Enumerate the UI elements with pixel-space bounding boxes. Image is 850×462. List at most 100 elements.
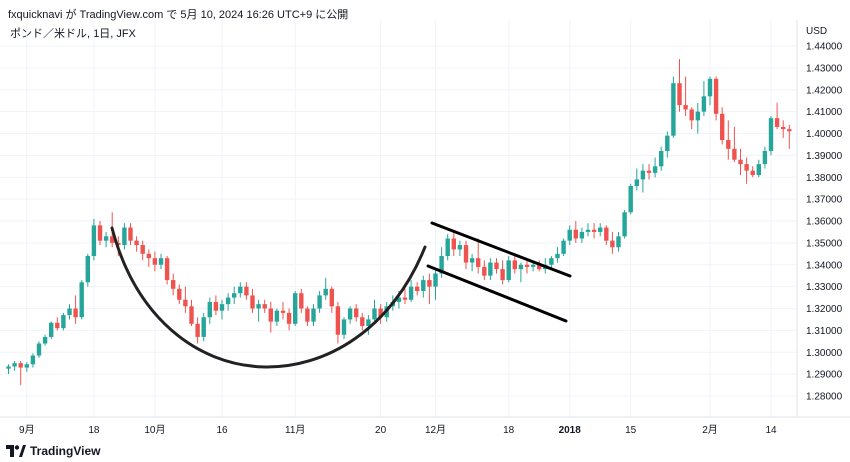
- candle: [561, 238, 566, 256]
- candle-body: [427, 280, 432, 287]
- candle: [280, 301, 286, 320]
- candle: [378, 304, 383, 324]
- chart-drawings: [110, 221, 572, 369]
- candle: [683, 76, 688, 116]
- tradingview-branding: TradingView: [6, 444, 100, 458]
- candle-body: [616, 236, 621, 248]
- candle: [524, 260, 530, 274]
- candle: [91, 218, 97, 261]
- candle-body: [756, 164, 761, 176]
- candle-body: [549, 258, 554, 265]
- candle-body: [305, 308, 310, 322]
- candle: [695, 102, 700, 134]
- candle-body: [482, 266, 487, 276]
- candle: [451, 229, 456, 256]
- candle: [61, 312, 66, 331]
- y-tick-label: 1.31000: [806, 326, 843, 337]
- candle: [164, 256, 170, 285]
- candle: [195, 317, 200, 344]
- y-tick-label: 1.29000: [806, 370, 843, 381]
- candle-body: [524, 264, 530, 267]
- x-tick-label: 14: [765, 425, 777, 436]
- candle-body: [280, 310, 286, 313]
- candle: [6, 364, 11, 375]
- candle: [67, 304, 72, 320]
- candle-body: [225, 297, 231, 305]
- channel-upper-line[interactable]: [430, 221, 572, 278]
- candle-body: [476, 258, 481, 267]
- candle-body: [640, 170, 646, 180]
- candle: [372, 299, 377, 324]
- candle-body: [781, 126, 786, 130]
- candle-body: [561, 240, 566, 254]
- candle-body: [366, 319, 371, 326]
- x-tick-label: 20: [375, 425, 387, 436]
- candle: [732, 126, 737, 162]
- candle-body: [177, 288, 182, 300]
- candle: [323, 277, 328, 300]
- y-tick-label: 1.30000: [806, 348, 843, 359]
- candle-body: [713, 78, 719, 114]
- y-tick-label: 1.39000: [806, 151, 843, 162]
- candle-body: [299, 293, 304, 309]
- candle: [36, 341, 42, 358]
- candle: [457, 240, 463, 256]
- candle: [701, 81, 707, 116]
- candle-body: [250, 295, 255, 309]
- candle-body: [689, 109, 694, 121]
- candle-body: [232, 293, 237, 298]
- candle-body: [665, 135, 670, 151]
- candle-body: [726, 140, 731, 149]
- candle-body: [787, 129, 792, 132]
- candle-body: [408, 286, 414, 300]
- candles: [6, 59, 792, 386]
- candle: [189, 299, 194, 326]
- candle: [146, 249, 151, 267]
- candle-body: [628, 186, 633, 213]
- candle: [55, 317, 60, 331]
- candle: [408, 280, 414, 302]
- candle-body: [12, 363, 17, 367]
- time-axis[interactable]: 9月 18 10月 16 11月 20 12月 18 2018 15 2月 14: [19, 424, 777, 436]
- cup-curve[interactable]: [110, 226, 427, 369]
- candle: [665, 131, 670, 158]
- candle: [244, 282, 249, 300]
- candle: [518, 262, 524, 283]
- candle: [213, 295, 219, 316]
- candle-body: [61, 315, 66, 329]
- candle-body: [750, 170, 755, 176]
- candle: [567, 225, 572, 246]
- candle: [79, 280, 84, 320]
- candle: [720, 107, 725, 145]
- candle-body: [463, 245, 469, 263]
- candle-body: [457, 245, 463, 250]
- channel-lower-line[interactable]: [426, 264, 568, 323]
- candle: [677, 59, 682, 112]
- candle: [24, 362, 29, 372]
- candle: [286, 308, 292, 331]
- candle: [128, 223, 133, 246]
- candle: [18, 361, 23, 386]
- candle-body: [42, 336, 48, 344]
- candle: [140, 240, 145, 261]
- currency-label: USD: [806, 26, 827, 37]
- price-axis[interactable]: 1.28000 1.29000 1.30000 1.31000 1.32000 1.330…: [806, 42, 843, 403]
- candle: [671, 76, 676, 138]
- candle: [177, 284, 182, 305]
- candle: [738, 148, 743, 176]
- chart-grid: [0, 20, 797, 417]
- candle-body: [707, 78, 713, 97]
- candle-body: [567, 229, 572, 241]
- candle-body: [695, 111, 700, 121]
- candle: [469, 253, 475, 272]
- x-tick-label: 18: [503, 425, 515, 436]
- candle-body: [6, 366, 11, 369]
- candle: [585, 223, 591, 237]
- candle: [299, 288, 304, 313]
- candle: [341, 317, 347, 340]
- candle: [646, 164, 652, 180]
- candle: [640, 164, 646, 193]
- candle-body: [183, 299, 188, 307]
- candle: [781, 120, 786, 138]
